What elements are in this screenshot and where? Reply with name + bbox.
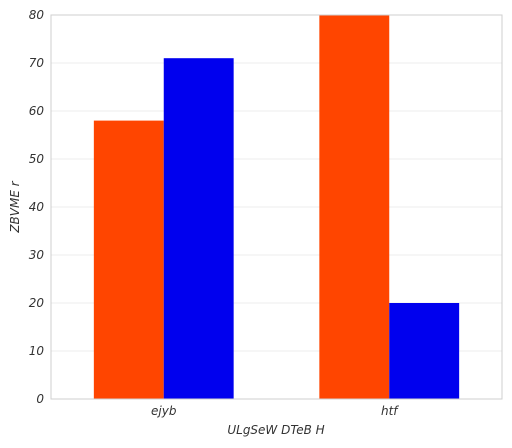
x-axis-label: ULgSeW DTeB H: [227, 423, 324, 437]
y-tick-label: 20: [29, 296, 45, 310]
y-tick-label: 10: [29, 344, 45, 358]
y-tick-label: 60: [29, 104, 45, 118]
x-axis-ticks: ejyb htf: [151, 404, 399, 418]
y-tick-label: 50: [29, 152, 45, 166]
bar-htf-series-1: [319, 15, 389, 399]
y-axis-label: ZBVME r: [8, 180, 22, 233]
y-tick-label: 80: [29, 8, 45, 22]
y-axis-ticks: 0 10 20 30 40 50 60 70 80: [29, 8, 45, 406]
y-tick-label: 30: [29, 248, 45, 262]
y-tick-label: 70: [29, 56, 45, 70]
bar-ejyb-series-1: [94, 121, 164, 399]
x-tick-label: ejyb: [151, 404, 177, 418]
bar-htf-series-2: [389, 303, 459, 399]
x-tick-label: htf: [381, 404, 399, 418]
y-tick-label: 40: [29, 200, 45, 214]
bar-ejyb-series-2: [164, 58, 234, 399]
y-tick-label: 0: [36, 392, 44, 406]
